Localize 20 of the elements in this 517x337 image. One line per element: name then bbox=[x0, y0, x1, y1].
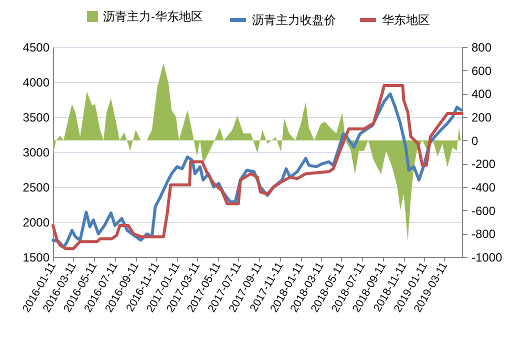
y2-tick-label: -200 bbox=[472, 157, 496, 172]
y-tick-label: 1500 bbox=[22, 250, 50, 264]
y-tick-label: 2500 bbox=[22, 180, 50, 194]
y2-tick-label: -600 bbox=[472, 204, 496, 218]
y2-tick-label: -1000 bbox=[472, 250, 503, 264]
y-tick-label: 3000 bbox=[22, 146, 50, 160]
y2-tick-label: -400 bbox=[472, 180, 496, 194]
legend-label: 华东地区 bbox=[382, 13, 430, 27]
legend-label: 沥青主力收盘价 bbox=[252, 13, 336, 27]
y2-tick-label: 0 bbox=[472, 134, 478, 148]
y2-tick-label: 800 bbox=[472, 40, 492, 54]
y-tick-label: 3500 bbox=[22, 110, 50, 124]
y2-tick-label: 200 bbox=[472, 110, 492, 124]
y-tick-label: 4000 bbox=[22, 76, 50, 90]
legend-label: 沥青主力-华东地区 bbox=[103, 10, 203, 24]
y2-tick-label: -800 bbox=[472, 227, 496, 242]
y2-tick-label: 400 bbox=[472, 87, 492, 102]
y-tick-label: 2000 bbox=[22, 216, 50, 230]
y2-tick-label: 600 bbox=[472, 64, 492, 78]
y-tick-label: 4500 bbox=[22, 40, 50, 54]
